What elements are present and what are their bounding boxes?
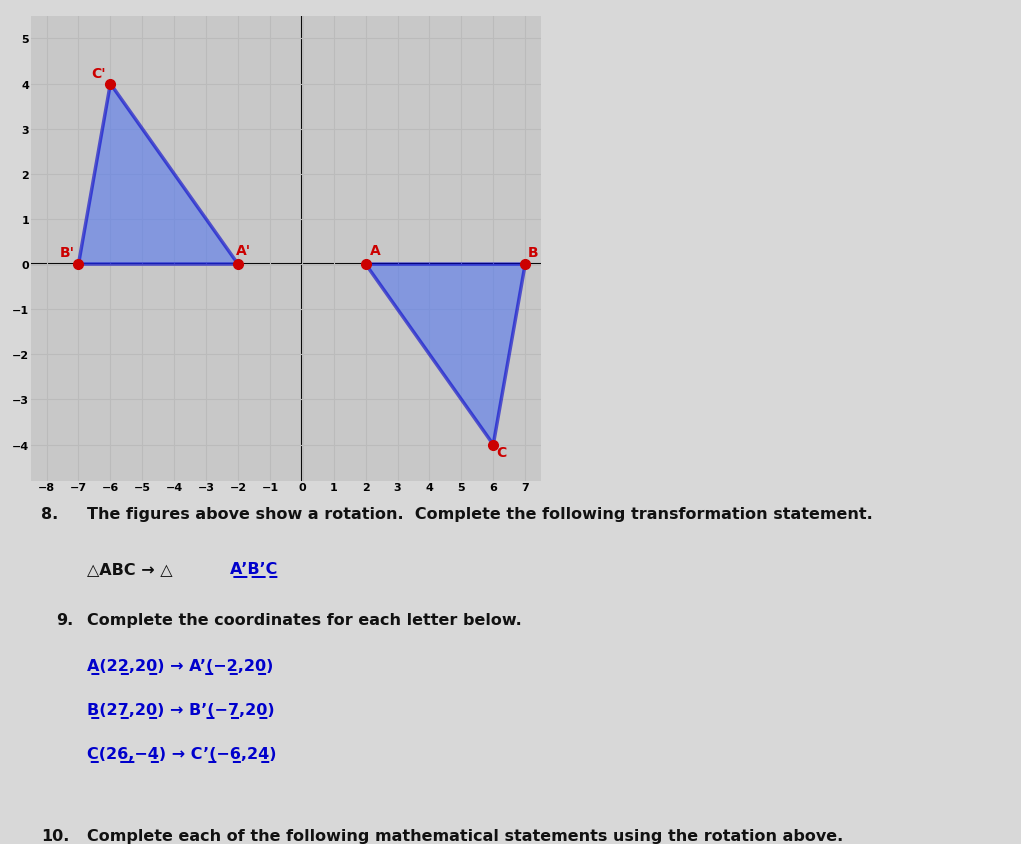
Polygon shape: [366, 265, 525, 445]
Polygon shape: [79, 84, 238, 265]
Text: 10.: 10.: [41, 828, 69, 843]
Text: B: B: [528, 246, 538, 259]
Text: C: C: [496, 446, 506, 459]
Text: 9.: 9.: [56, 612, 74, 627]
Text: Complete the coordinates for each letter below.: Complete the coordinates for each letter…: [87, 612, 522, 627]
Text: B̲(27̲,20̲) → B’(̲−7̲,20̲): B̲(27̲,20̲) → B’(̲−7̲,20̲): [87, 702, 275, 718]
Text: A̲(22̲,20̲) → A’(̲−2̲,20̲): A̲(22̲,20̲) → A’(̲−2̲,20̲): [87, 658, 274, 674]
Text: Complete each of the following mathematical statements using the rotation above.: Complete each of the following mathemati…: [87, 828, 843, 843]
Text: A': A': [237, 244, 251, 258]
Text: 8.: 8.: [41, 506, 58, 522]
Text: C': C': [91, 67, 106, 81]
Text: △ABC → △: △ABC → △: [87, 561, 173, 576]
Text: B': B': [59, 246, 75, 259]
Text: A: A: [370, 244, 380, 258]
Text: A̲’̲B̲’̲C̲: A̲’̲B̲’̲C̲: [230, 561, 278, 577]
Text: C̲(26̲,̲−4̲) → C’(̲−6̲,24̲): C̲(26̲,̲−4̲) → C’(̲−6̲,24̲): [87, 746, 277, 762]
Text: The figures above show a rotation.  Complete the following transformation statem: The figures above show a rotation. Compl…: [87, 506, 873, 522]
